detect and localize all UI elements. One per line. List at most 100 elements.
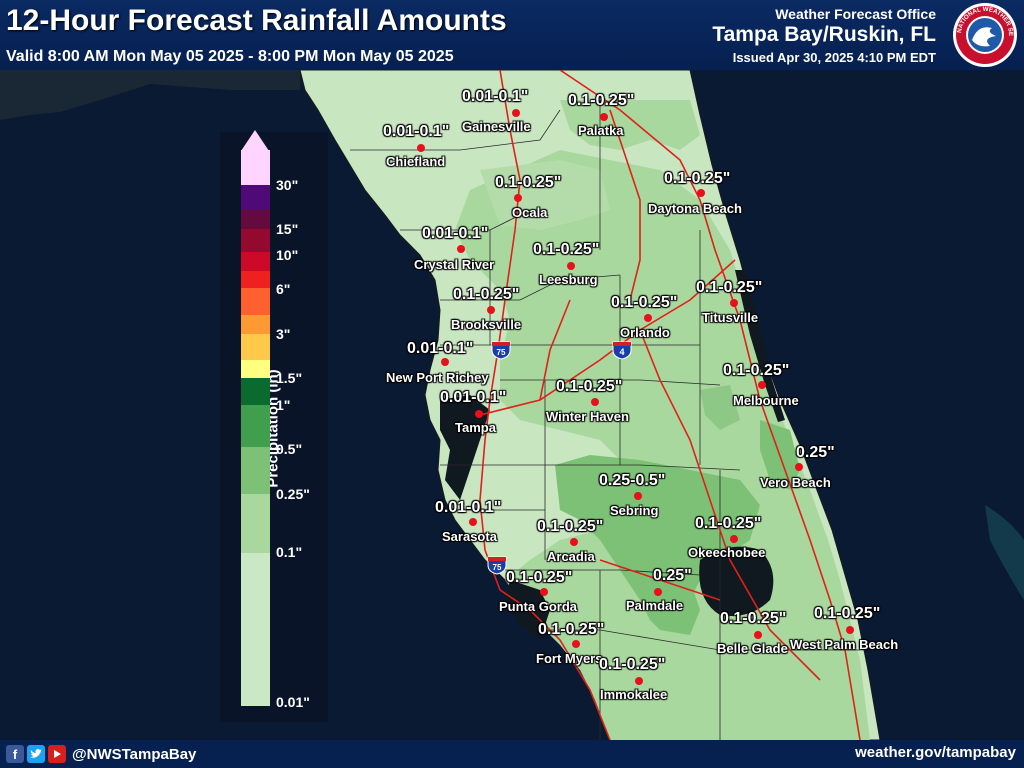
legend-swatch-6-8 [241,271,270,288]
legend-swatch-8-10 [241,252,270,271]
city-dot-brooksville [487,306,495,314]
zone-0.1-0.25-north [560,100,700,150]
city-dot-punta-gorda [540,588,548,596]
amount-orlando: 0.1-0.25" [611,294,678,311]
office-name: Tampa Bay/Ruskin, FL [712,23,936,46]
city-dot-fort-myers [572,640,580,648]
city-label-west-palm-beach: West Palm Beach [790,637,899,652]
page-title: 12-Hour Forecast Rainfall Amounts [6,4,507,37]
city-dot-vero-beach [795,463,803,471]
amount-west-palm-beach: 0.1-0.25" [814,605,881,622]
legend-swatch-2-3 [241,334,270,360]
city-label-sebring: Sebring [610,503,659,518]
city-dot-west-palm-beach [846,626,854,634]
twitter-icon[interactable] [27,745,45,763]
amount-vero-beach: 0.25" [796,444,835,461]
website-link[interactable]: weather.gov/tampabay [855,744,1016,761]
city-dot-leesburg [567,262,575,270]
legend-tick-1: 1" [276,397,291,413]
office-label: Weather Forecast Office [775,6,936,22]
city-label-palmdale: Palmdale [626,598,684,613]
legend-swatch-0.01-0.1 [241,553,270,706]
i75-label-north: 75 [497,348,506,357]
legend-swatch-20-30 [241,185,270,210]
valid-period: Valid 8:00 AM Mon May 05 2025 - 8:00 PM … [6,48,454,65]
indian-river-lagoon [735,270,785,422]
city-label-brooksville: Brooksville [451,317,522,332]
city-dot-gainesville [512,109,520,117]
legend-tick-0.5: 0.5" [276,441,303,457]
city-label-ocala: Ocala [512,205,548,220]
amount-immokalee: 0.1-0.25" [599,656,666,673]
nws-logo: NATIONAL WEATHER SERVICE [952,2,1017,67]
city-label-gainesville: Gainesville [462,119,531,134]
facebook-icon[interactable]: f [6,745,24,763]
city-dot-sebring [634,492,642,500]
panhandle-land [0,70,300,120]
amount-chiefland: 0.01-0.1" [383,123,450,140]
city-dot-palatka [600,113,608,121]
legend-tick-10: 10" [276,247,299,263]
city-label-crystal-river: Crystal River [414,257,495,272]
city-label-punta-gorda: Punta Gorda [499,599,578,614]
social-handle[interactable]: @NWSTampaBay [72,745,197,763]
city-label-vero-beach: Vero Beach [760,475,831,490]
city-label-okeechobee: Okeechobee [688,545,766,560]
city-dot-sarasota [469,518,477,526]
issued-time: Issued Apr 30, 2025 4:10 PM EDT [732,50,936,65]
city-label-daytona-beach: Daytona Beach [648,201,742,216]
amount-leesburg: 0.1-0.25" [533,241,600,258]
legend-swatch-10-15 [241,229,270,252]
city-label-sarasota: Sarasota [442,529,497,544]
footer-bar [0,740,1024,768]
legend-swatch-0.25-0.5 [241,447,270,494]
city-label-belle-glade: Belle Glade [717,641,788,656]
city-dot-melbourne [758,381,766,389]
amount-daytona-beach: 0.1-0.25" [664,170,731,187]
legend-tick-6: 6" [276,281,291,297]
legend-swatch-15-20 [241,210,270,229]
city-label-titusville: Titusville [702,310,759,325]
legend-swatch-0.5-1 [241,405,270,447]
social-links: f @NWSTampaBay [6,744,196,764]
city-label-winter-haven: Winter Haven [546,409,629,424]
city-dot-ocala [514,194,522,202]
i4-label: 4 [619,347,624,357]
city-label-new-port-richey: New Port Richey [386,370,489,385]
amount-crystal-river: 0.01-0.1" [422,225,489,242]
amount-palmdale: 0.25" [653,567,692,584]
city-label-chiefland: Chiefland [386,154,446,169]
zone-0.1-0.25-ocala [480,160,610,230]
legend-tick-0.01: 0.01" [276,694,310,710]
amount-palatka: 0.1-0.25" [568,92,635,109]
office-block: Weather Forecast Office Tampa Bay/Ruskin… [712,6,936,65]
header-bar [0,0,1024,70]
i75-shield-south: 75 [487,556,507,575]
city-label-immokalee: Immokalee [600,687,668,702]
city-dot-chiefland [417,144,425,152]
legend-tick-0.1: 0.1" [276,544,303,560]
youtube-icon[interactable] [48,745,66,763]
city-dot-tampa [475,410,483,418]
amount-winter-haven: 0.1-0.25" [556,378,623,395]
city-label-melbourne: Melbourne [733,393,799,408]
legend-tick-30: 30" [276,177,299,193]
amount-ocala: 0.1-0.25" [495,174,562,191]
i75-label-south: 75 [493,563,502,572]
zone-0.25-melbourne [700,385,740,430]
amount-sarasota: 0.01-0.1" [435,499,502,516]
amount-belle-glade: 0.1-0.25" [720,610,787,627]
city-dot-crystal-river [457,245,465,253]
city-label-tampa: Tampa [455,420,496,435]
city-dot-belle-glade [754,631,762,639]
amount-titusville: 0.1-0.25" [696,279,763,296]
legend-swatch-30plus [241,150,270,185]
legend-color-bar [241,150,270,706]
amount-tampa: 0.01-0.1" [440,389,507,406]
city-dot-new-port-richey [441,358,449,366]
city-dot-orlando [644,314,652,322]
amount-arcadia: 0.1-0.25" [537,518,604,535]
legend-swatch-1-1.5 [241,378,270,405]
city-dot-immokalee [635,677,643,685]
amount-gainesville: 0.01-0.1" [462,88,529,105]
